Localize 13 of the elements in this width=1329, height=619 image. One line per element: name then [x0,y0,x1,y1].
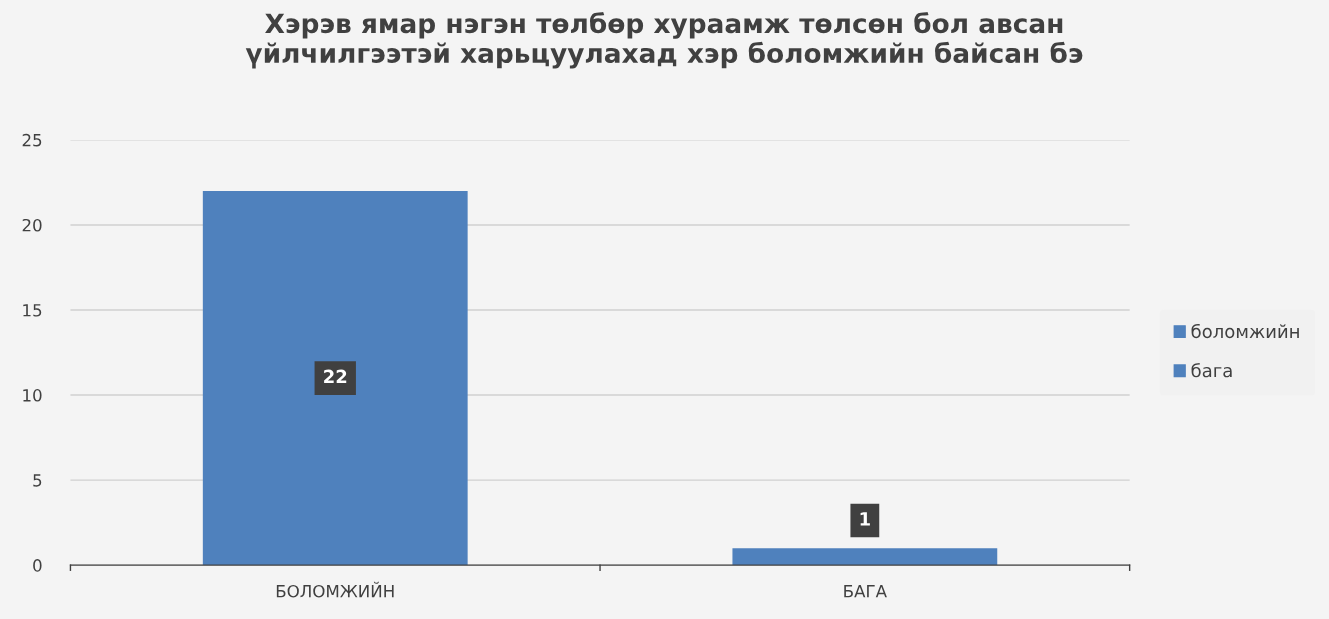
y-tick-label: 0 [33,559,42,572]
y-tick-label: 10 [23,389,42,402]
data-label: 22 [324,369,347,384]
legend-label: боломжийн [1191,323,1299,339]
x-tick-label: БАГА [844,585,887,598]
y-tick-label: 25 [22,133,42,147]
y-tick-label: 15 [23,304,42,317]
y-tick-label: 5 [33,474,42,487]
legend-label: бага [1191,363,1232,378]
data-label: 1 [860,512,870,526]
chart-title: Хэрэв ямар нэгэн төлбөр хураамж төлсөн бол авсан үйлчилгээтэй харьцуулахад хэр боломжийн байсан бэ [245,12,1083,69]
y-tick-label: 20 [22,218,42,232]
x-tick-label: БОЛОМЖИЙН [276,581,394,598]
